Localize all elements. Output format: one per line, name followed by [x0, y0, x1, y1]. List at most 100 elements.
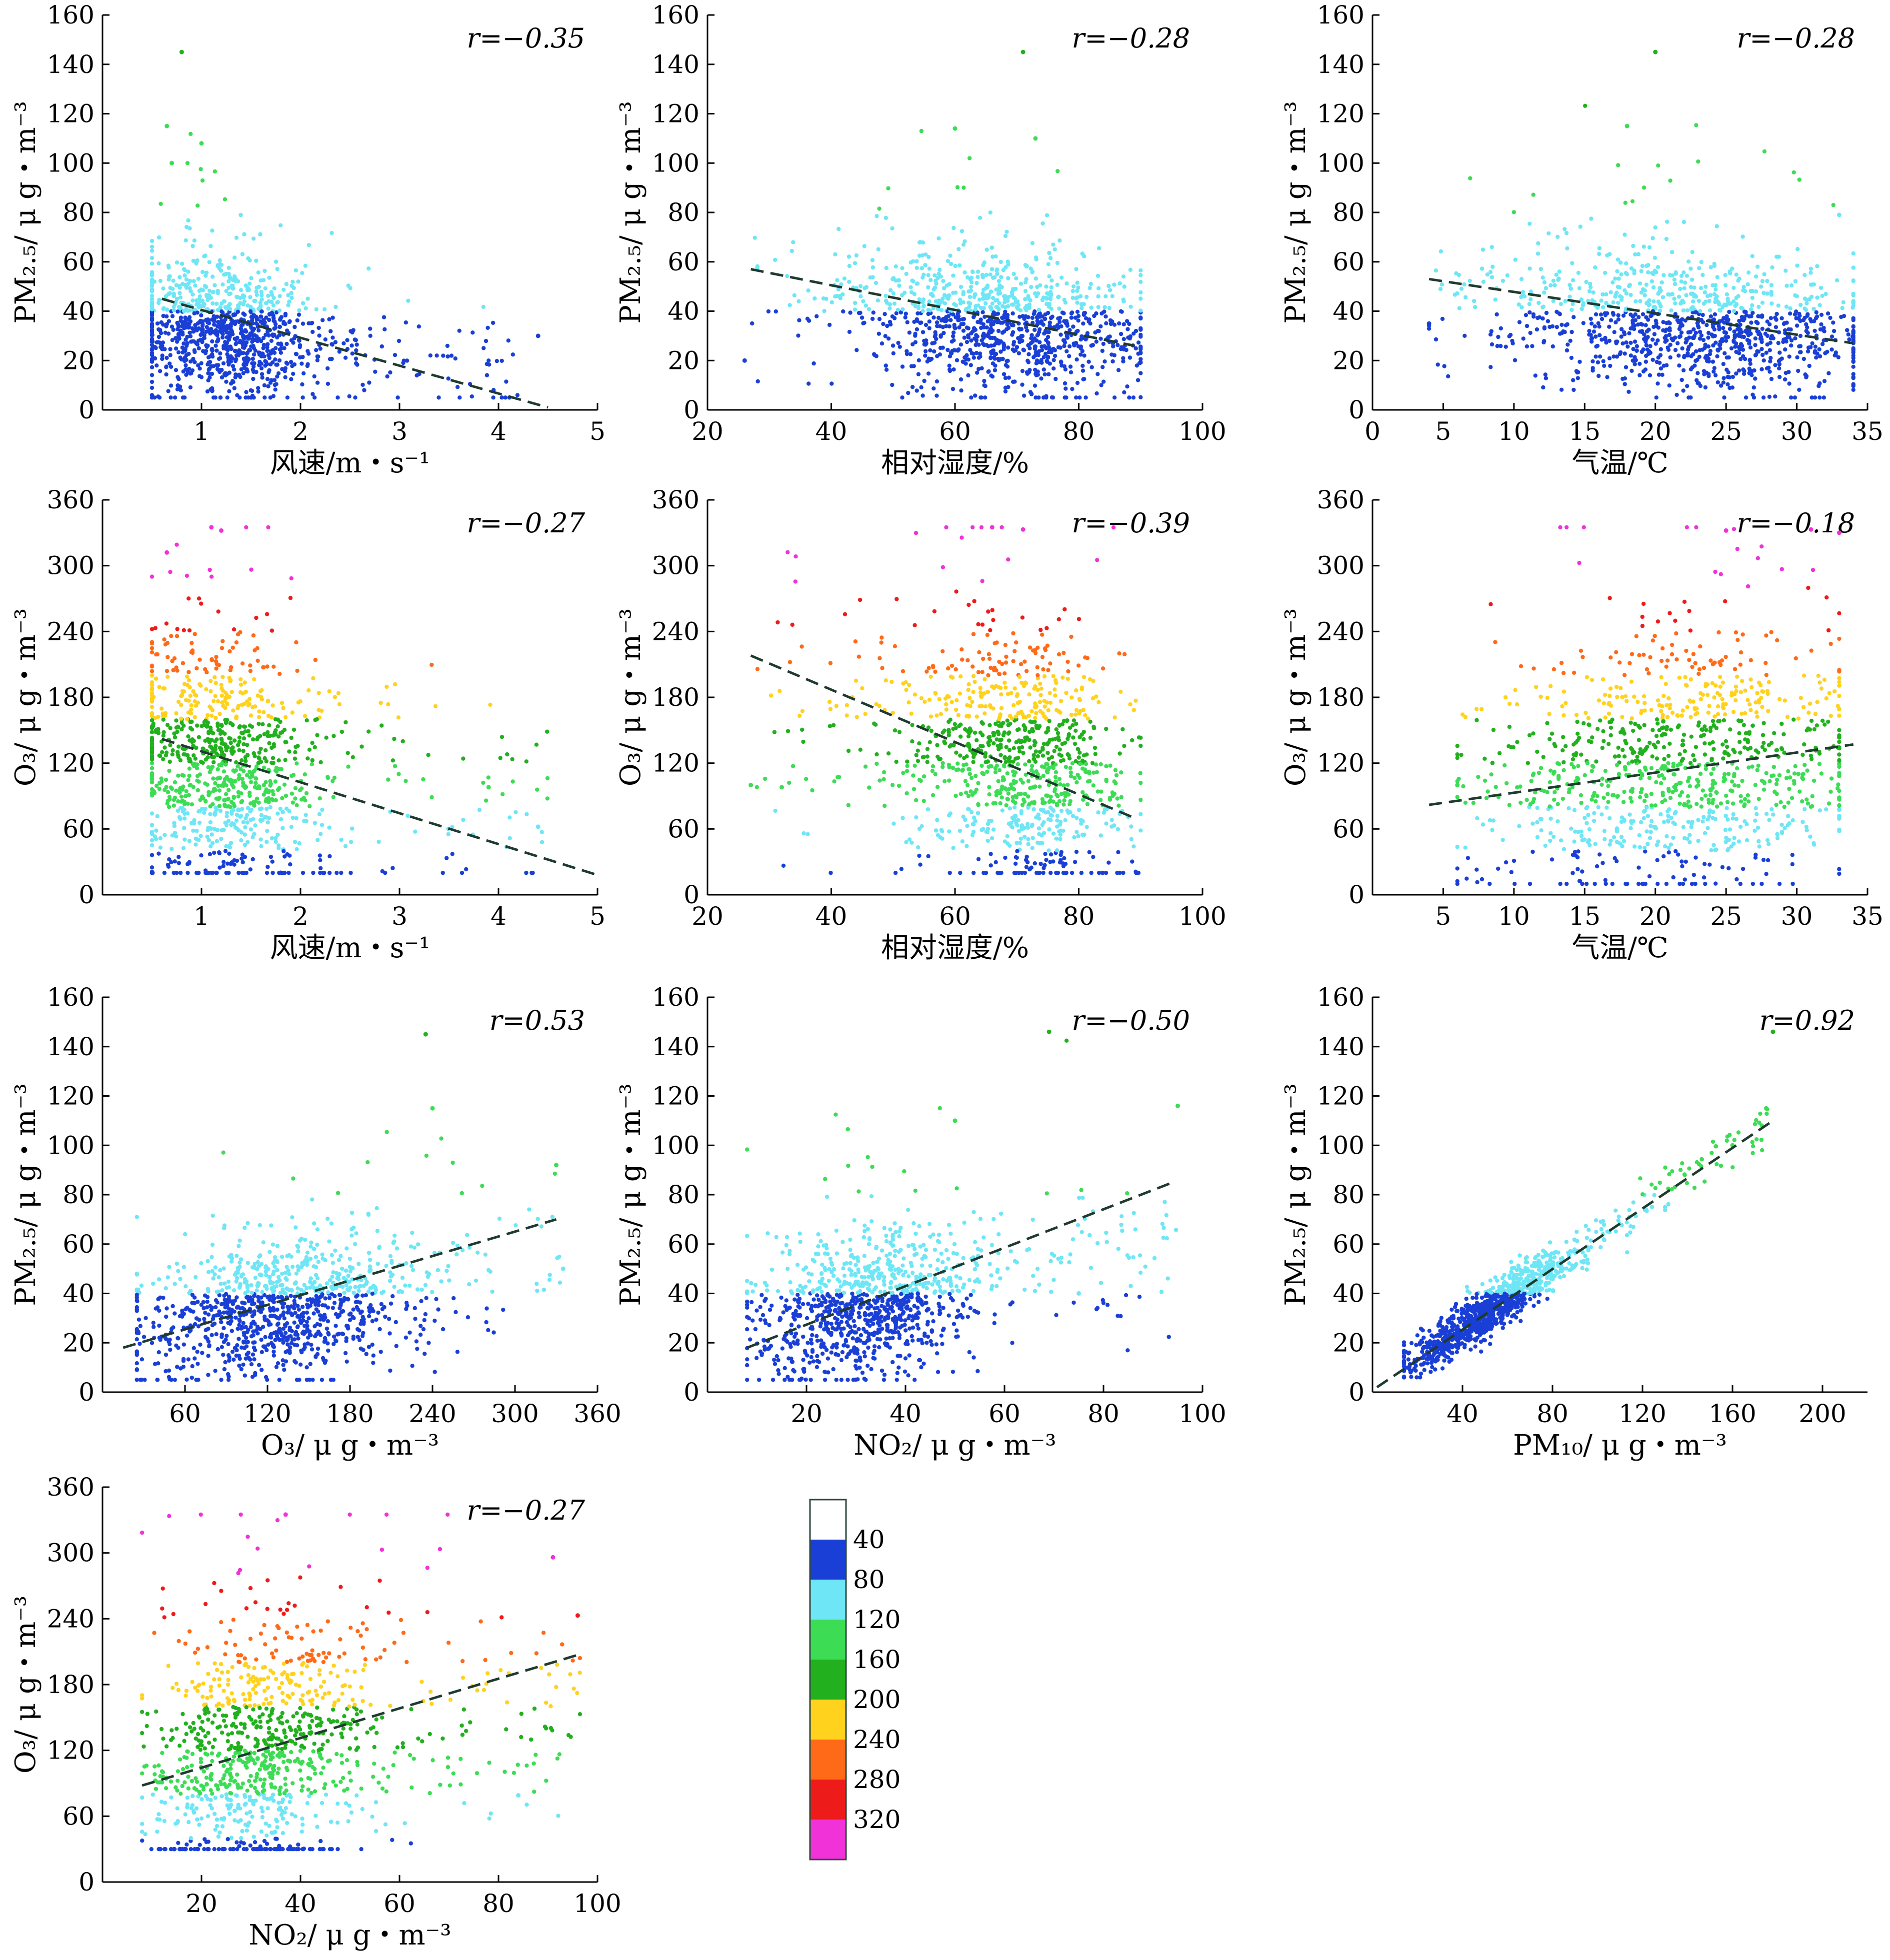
data-point [233, 359, 238, 363]
data-point [230, 809, 234, 814]
data-point [1761, 395, 1766, 400]
data-point [196, 302, 200, 306]
data-point [164, 621, 169, 626]
data-point [1846, 332, 1850, 337]
data-point [1598, 333, 1602, 337]
data-point [1100, 348, 1104, 353]
data-point [219, 682, 224, 687]
data-point [1653, 225, 1658, 230]
data-point [164, 365, 168, 369]
data-point [206, 297, 210, 302]
data-point [274, 839, 278, 844]
data-point [1030, 315, 1035, 320]
data-point [265, 664, 270, 669]
data-point [968, 363, 974, 367]
data-point [1018, 281, 1024, 286]
data-point [1746, 270, 1751, 275]
data-point [204, 317, 208, 322]
data-point [157, 685, 162, 689]
data-point [220, 639, 225, 643]
data-point [1622, 330, 1626, 335]
data-point [842, 276, 847, 281]
data-point [204, 273, 208, 278]
data-point [1770, 301, 1774, 306]
data-point [846, 803, 851, 807]
data-point [951, 846, 956, 850]
data-point [1774, 311, 1779, 316]
data-point [1768, 369, 1772, 374]
data-point [1626, 284, 1632, 288]
data-point [870, 316, 875, 321]
data-point [186, 861, 192, 866]
data-point [256, 755, 261, 760]
data-point [236, 303, 241, 308]
data-point [167, 768, 172, 773]
data-point [275, 374, 280, 379]
data-point [172, 859, 177, 864]
data-point [246, 840, 250, 844]
data-point [1748, 307, 1754, 312]
data-point [514, 810, 518, 815]
x-axis-title: 风速/m・s⁻¹ [270, 932, 430, 964]
data-point [1620, 376, 1625, 381]
data-point [1646, 327, 1651, 332]
data-point [1647, 245, 1652, 249]
data-point [1834, 350, 1838, 355]
data-point [251, 376, 256, 381]
data-point [1524, 313, 1528, 317]
data-point [1708, 349, 1712, 353]
data-point [247, 733, 252, 738]
data-point [315, 733, 320, 737]
data-point [840, 292, 845, 297]
data-point [966, 373, 970, 378]
data-point [294, 268, 298, 273]
data-point [186, 218, 190, 223]
data-point [484, 338, 488, 343]
data-point [986, 369, 990, 374]
data-point [302, 772, 307, 777]
data-point [280, 796, 284, 800]
data-point [156, 851, 161, 856]
data-point [270, 756, 276, 760]
data-point [270, 870, 275, 875]
data-point [257, 750, 262, 755]
data-point [1604, 340, 1608, 345]
data-point [1050, 395, 1054, 400]
data-point [956, 348, 960, 353]
data-point [951, 330, 956, 335]
x-tick-label: 5 [590, 417, 606, 446]
data-point [273, 387, 278, 392]
data-point [1688, 291, 1694, 296]
data-point [1696, 371, 1700, 375]
data-point [1454, 271, 1458, 275]
data-point [238, 630, 242, 635]
data-point [470, 394, 474, 399]
data-point [500, 735, 504, 739]
data-point [237, 725, 242, 730]
data-point [190, 243, 195, 248]
data-point [891, 291, 896, 296]
data-point [260, 372, 264, 376]
data-point [1045, 762, 1050, 767]
data-point [1044, 302, 1049, 306]
data-point [218, 305, 223, 309]
data-point [434, 353, 439, 358]
data-point [455, 385, 460, 389]
data-point [230, 283, 235, 288]
data-point [236, 794, 240, 799]
data-point [938, 352, 942, 357]
data-point [1052, 353, 1058, 358]
data-point [239, 838, 244, 843]
data-point [187, 773, 192, 778]
data-point [846, 254, 852, 259]
data-point [204, 870, 208, 875]
data-point [232, 738, 237, 743]
data-point [1672, 281, 1678, 286]
data-point [327, 689, 332, 694]
x-tick-label: 20 [692, 902, 724, 931]
data-point [1747, 366, 1752, 371]
data-point [226, 265, 231, 270]
data-point [1032, 327, 1037, 332]
data-point [1696, 159, 1700, 164]
data-point [199, 327, 204, 332]
